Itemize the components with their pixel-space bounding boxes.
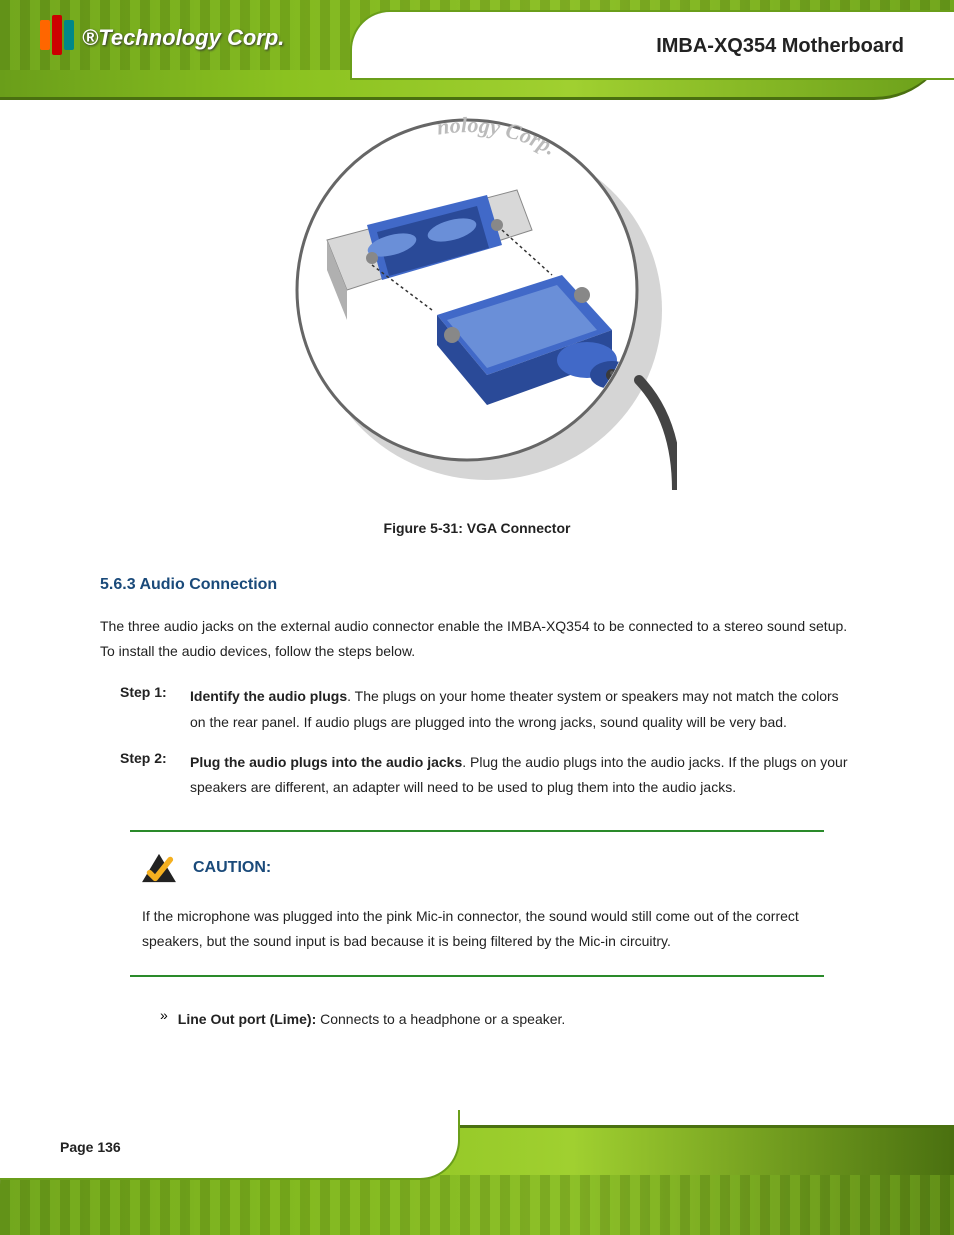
jack-lineout: » Line Out port (Lime): Connects to a he…	[160, 1007, 854, 1032]
step-1-label: Step 1:	[120, 684, 180, 734]
figure-container: iEi® Technology Corp.	[100, 110, 854, 490]
figure-caption: Figure 5-31: VGA Connector	[100, 520, 854, 536]
caution-header: CAUTION:	[140, 852, 814, 884]
step-2-label: Step 2:	[120, 750, 180, 800]
page-number: Page 136	[60, 1139, 121, 1155]
footer-circuit-pattern	[0, 1175, 954, 1235]
caution-callout: CAUTION: If the microphone was plugged i…	[130, 830, 824, 976]
logo-icon	[40, 20, 74, 55]
product-name: IMBA-XQ354 Motherboard	[656, 35, 904, 58]
step-1: Step 1: Identify the audio plugs. The pl…	[120, 684, 854, 734]
audio-intro: The three audio jacks on the external au…	[100, 614, 854, 664]
step-1-text: Identify the audio plugs. The plugs on y…	[190, 684, 854, 734]
jack-lineout-text: Line Out port (Lime): Connects to a head…	[178, 1007, 566, 1032]
bullet-icon: »	[160, 1007, 168, 1032]
logo: ®Technology Corp.	[40, 20, 284, 55]
caution-text: If the microphone was plugged into the p…	[142, 904, 814, 954]
caution-title: CAUTION:	[193, 859, 271, 877]
logo-text: ®Technology Corp.	[82, 25, 284, 51]
step-2: Step 2: Plug the audio plugs into the au…	[120, 750, 854, 800]
vga-connector-figure: iEi® Technology Corp.	[277, 110, 677, 490]
caution-icon	[140, 852, 178, 884]
section-heading-audio: 5.6.3 Audio Connection	[100, 576, 854, 594]
step-2-text: Plug the audio plugs into the audio jack…	[190, 750, 854, 800]
page-content: iEi® Technology Corp. Figure 5-31: VGA C…	[100, 100, 854, 1047]
